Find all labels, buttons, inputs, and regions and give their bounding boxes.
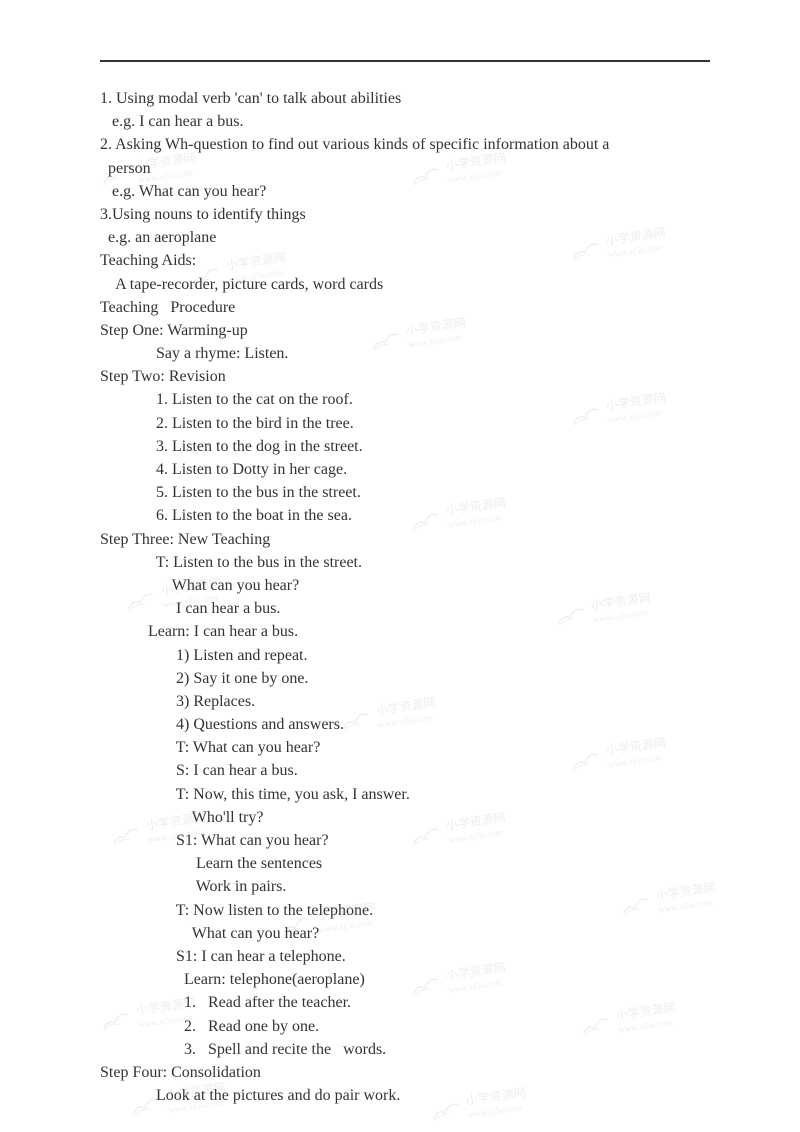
text-line: 2. Read one by one. bbox=[100, 1015, 710, 1038]
text-line: Work in pairs. bbox=[100, 875, 710, 898]
horizontal-rule bbox=[100, 60, 710, 62]
text-line: S1: What can you hear? bbox=[100, 829, 710, 852]
text-line: 3. Spell and recite the words. bbox=[100, 1038, 710, 1061]
text-line: 2. Asking Wh-question to find out variou… bbox=[100, 133, 710, 156]
text-line: T: Now listen to the telephone. bbox=[100, 899, 710, 922]
text-line: 3.Using nouns to identify things bbox=[100, 203, 710, 226]
text-line: Say a rhyme: Listen. bbox=[100, 342, 710, 365]
text-line: 1. Using modal verb 'can' to talk about … bbox=[100, 87, 710, 110]
text-line: 2. Listen to the bird in the tree. bbox=[100, 412, 710, 435]
text-line: 1) Listen and repeat. bbox=[100, 644, 710, 667]
text-line: 1. Listen to the cat on the roof. bbox=[100, 388, 710, 411]
text-line: S1: I can hear a telephone. bbox=[100, 945, 710, 968]
text-line: 3. Listen to the dog in the street. bbox=[100, 435, 710, 458]
text-line: Learn the sentences bbox=[100, 852, 710, 875]
text-line: Teaching Aids: bbox=[100, 249, 710, 272]
text-line: 5. Listen to the bus in the street. bbox=[100, 481, 710, 504]
text-line: Who'll try? bbox=[100, 806, 710, 829]
text-line: T: What can you hear? bbox=[100, 736, 710, 759]
text-line: Learn: telephone(aeroplane) bbox=[100, 968, 710, 991]
text-line: 4) Questions and answers. bbox=[100, 713, 710, 736]
text-line: Step Four: Consolidation bbox=[100, 1061, 710, 1084]
text-line: What can you hear? bbox=[100, 922, 710, 945]
text-line: 6. Listen to the boat in the sea. bbox=[100, 504, 710, 527]
text-line: 1. Read after the teacher. bbox=[100, 991, 710, 1014]
text-line: Learn: I can hear a bus. bbox=[100, 620, 710, 643]
text-line: 4. Listen to Dotty in her cage. bbox=[100, 458, 710, 481]
document-content: 1. Using modal verb 'can' to talk about … bbox=[100, 87, 710, 1107]
text-line: Teaching Procedure bbox=[100, 296, 710, 319]
text-line: Look at the pictures and do pair work. bbox=[100, 1084, 710, 1107]
text-line: S: I can hear a bus. bbox=[100, 759, 710, 782]
text-line: Step Two: Revision bbox=[100, 365, 710, 388]
text-line: T: Listen to the bus in the street. bbox=[100, 551, 710, 574]
text-line: I can hear a bus. bbox=[100, 597, 710, 620]
text-line: e.g. What can you hear? bbox=[100, 180, 710, 203]
text-line: A tape-recorder, picture cards, word car… bbox=[100, 273, 710, 296]
text-line: e.g. I can hear a bus. bbox=[100, 110, 710, 133]
text-line: What can you hear? bbox=[100, 574, 710, 597]
text-line: T: Now, this time, you ask, I answer. bbox=[100, 783, 710, 806]
text-line: 3) Replaces. bbox=[100, 690, 710, 713]
text-line: 2) Say it one by one. bbox=[100, 667, 710, 690]
text-line: Step Three: New Teaching bbox=[100, 528, 710, 551]
text-line: person bbox=[100, 157, 710, 180]
text-line: Step One: Warming-up bbox=[100, 319, 710, 342]
text-line: e.g. an aeroplane bbox=[100, 226, 710, 249]
